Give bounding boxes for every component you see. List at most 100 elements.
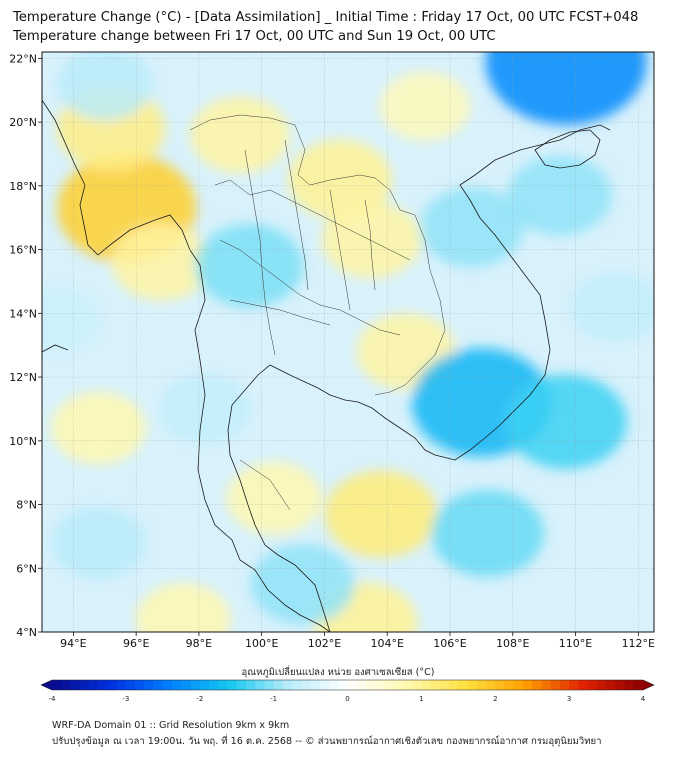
colorbar-tick-label: 1 xyxy=(419,695,423,703)
lon-tick-label: 98°E xyxy=(186,637,212,650)
colorbar-segment xyxy=(633,680,644,690)
colorbar-segment xyxy=(559,680,570,690)
anomaly-blob-3 xyxy=(189,96,290,174)
anomaly-blob-5 xyxy=(321,201,422,279)
colorbar-segment xyxy=(356,680,367,690)
colorbar-segment xyxy=(70,680,81,690)
colorbar-segment xyxy=(245,680,256,690)
anomaly-blob-18 xyxy=(420,187,524,268)
admin-boundaries xyxy=(189,114,446,511)
colorbar-segment xyxy=(282,680,293,690)
colorbar-segment xyxy=(587,680,598,690)
colorbar-segment xyxy=(116,680,127,690)
lon-tick-label: 102°E xyxy=(308,637,341,650)
anomaly-blob-23 xyxy=(485,52,647,125)
lon-tick-label: 110°E xyxy=(559,637,592,650)
lat-tick-label: 10°N xyxy=(9,435,37,448)
colorbar-segment xyxy=(172,680,182,690)
colorbar-label: อุณหภูมิเปลี่ยนแปลง หน่วย องศาเซลเซียส (… xyxy=(241,667,435,678)
colorbar-outline xyxy=(40,679,655,691)
anomaly-blob-20 xyxy=(250,544,355,625)
colorbar-segment xyxy=(467,680,478,690)
lon-tick-label: 100°E xyxy=(245,637,278,650)
footer-update-info: ปรับปรุงข้อมูล ณ เวลา 19:00น. วัน พฤ. ที… xyxy=(52,736,602,747)
colorbar-max-extend xyxy=(643,680,654,690)
anomaly-blob-10 xyxy=(135,582,231,632)
lat-tick-label: 18°N xyxy=(9,180,37,193)
anomaly-blob-22 xyxy=(50,506,147,580)
colorbar-segment xyxy=(181,680,191,690)
lat-tick-label: 14°N xyxy=(9,307,37,320)
lon-tick-label: 108°E xyxy=(496,637,529,650)
colorbar-segment xyxy=(107,680,118,690)
colorbar-tick-label: 0 xyxy=(345,695,349,703)
colorbar-segment xyxy=(393,680,404,690)
colorbar-segment xyxy=(227,680,238,690)
colorbar-segment xyxy=(218,680,228,690)
map-frame xyxy=(41,51,655,633)
colorbar-segment xyxy=(495,680,505,690)
colorbar-segment xyxy=(486,680,496,690)
colorbar-segment xyxy=(264,680,275,690)
colorbar-segment xyxy=(310,680,321,690)
colorbar-segment xyxy=(208,680,219,690)
colorbar-segment xyxy=(292,680,302,690)
colorbar-segment xyxy=(301,680,311,690)
colorbar-tick-label: -1 xyxy=(270,695,277,703)
colorbar-segment xyxy=(125,680,136,690)
colorbar-tick-label: -2 xyxy=(196,695,203,703)
colorbar-segment xyxy=(61,680,71,690)
colorbar-segment xyxy=(319,680,330,690)
anomaly-blob-25 xyxy=(42,286,101,353)
anomaly-blob-4 xyxy=(288,139,393,220)
colorbar-segment xyxy=(476,680,487,690)
colorbar-segment xyxy=(569,680,579,690)
lon-tick-label: 104°E xyxy=(370,637,403,650)
colorbar: -4 -3 -2 -1 0 1 2 3 4 xyxy=(40,679,655,703)
colorbar-segment xyxy=(458,680,468,690)
latitude-axis: 22°N 20°N 18°N 16°N 14°N 12°N 10°N 8°N 6°N 4°N xyxy=(9,52,42,639)
colorbar-tick-label: 3 xyxy=(567,695,571,703)
colorbar-segment xyxy=(144,680,154,690)
colorbar-segment xyxy=(365,680,376,690)
lat-tick-label: 20°N xyxy=(9,116,37,129)
anomaly-blob-24 xyxy=(570,272,654,342)
colorbar-segment xyxy=(596,680,607,690)
colorbar-segment xyxy=(541,680,552,690)
colorbar-segment xyxy=(421,680,432,690)
anomaly-blob-16 xyxy=(505,374,627,469)
lon-tick-label: 94°E xyxy=(60,637,86,650)
lon-tick-label: 96°E xyxy=(123,637,149,650)
colorbar-segment xyxy=(449,680,459,690)
lon-tick-label: 106°E xyxy=(433,637,466,650)
colorbar-segment xyxy=(190,680,201,690)
anomaly-blob-2 xyxy=(111,224,212,301)
colorbar-segment xyxy=(329,680,339,690)
anomaly-field xyxy=(42,52,654,632)
colorbar-segment xyxy=(513,680,524,690)
colorbar-segment xyxy=(255,680,265,690)
lat-tick-label: 8°N xyxy=(16,499,37,512)
lat-tick-label: 12°N xyxy=(9,371,37,384)
anomaly-blob-21 xyxy=(159,374,251,444)
lat-tick-label: 22°N xyxy=(9,52,37,65)
colorbar-segment xyxy=(98,680,108,690)
colorbar-segment xyxy=(615,680,625,690)
colorbar-segment xyxy=(52,680,62,690)
colorbar-segment xyxy=(430,680,441,690)
longitude-axis: 94°E 96°E 98°E 100°E 102°E 104°E 106°E 108°E 110… xyxy=(60,632,655,650)
map-subtitle: Temperature change between Fri 17 Oct, 0… xyxy=(13,29,496,44)
colorbar-tick-label: -3 xyxy=(122,695,129,703)
colorbar-segment xyxy=(402,680,413,690)
colorbar-segment xyxy=(88,680,99,690)
colorbar-segment xyxy=(504,680,515,690)
colorbar-segment xyxy=(79,680,90,690)
anomaly-blob-17 xyxy=(507,155,612,236)
colorbar-tick-label: 4 xyxy=(641,695,646,703)
colorbar-segment xyxy=(412,680,422,690)
colorbar-segment xyxy=(153,680,164,690)
colorbar-segment xyxy=(338,680,348,690)
colorbar-tick-label: -4 xyxy=(49,695,57,703)
